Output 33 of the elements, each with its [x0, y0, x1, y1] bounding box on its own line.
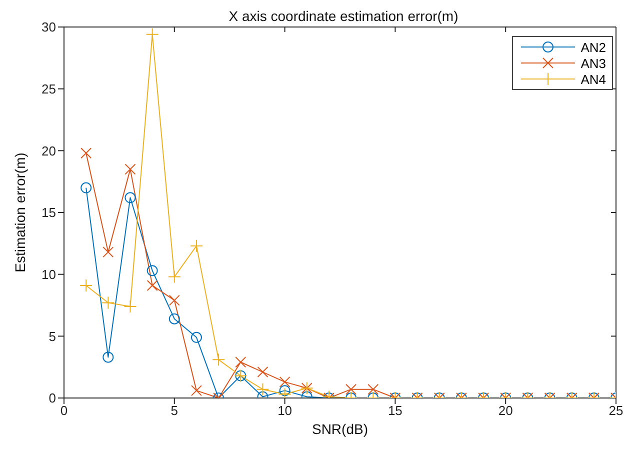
y-tick-label: 20 [42, 143, 56, 158]
point [80, 148, 92, 159]
point [124, 192, 136, 204]
x-tick-label: 20 [498, 403, 513, 418]
point [168, 313, 180, 324]
point [124, 300, 137, 313]
legend-label: AN4 [580, 72, 606, 86]
x-axis-title: SNR(dB) [312, 421, 368, 437]
point [146, 265, 158, 276]
point [80, 278, 93, 292]
x-tick-label: 15 [388, 403, 402, 418]
y-tick-label: 25 [42, 81, 56, 96]
point [168, 294, 180, 306]
point [168, 270, 181, 284]
x-tick-label: 0 [60, 403, 68, 418]
x-tick-label: 5 [170, 403, 178, 418]
y-tick-label: 15 [42, 205, 56, 220]
y-tick-label: 0 [48, 390, 56, 406]
legend-label: AN2 [580, 40, 606, 54]
y-tick-label: 10 [42, 266, 56, 282]
point [146, 280, 158, 291]
y-tick-label: 5 [48, 328, 56, 344]
point [190, 239, 203, 252]
legend-label: AN3 [580, 56, 606, 70]
chart-title: X axis coordinate estimation error(m) [228, 8, 460, 24]
y-tick-label: 30 [42, 20, 56, 35]
x-tick-label: 25 [608, 403, 624, 418]
point [102, 296, 115, 310]
point [124, 164, 136, 175]
point [102, 246, 114, 258]
y-axis-title: Estimation error(m) [12, 152, 28, 272]
x-tick-label: 10 [278, 403, 292, 418]
point [80, 182, 92, 194]
